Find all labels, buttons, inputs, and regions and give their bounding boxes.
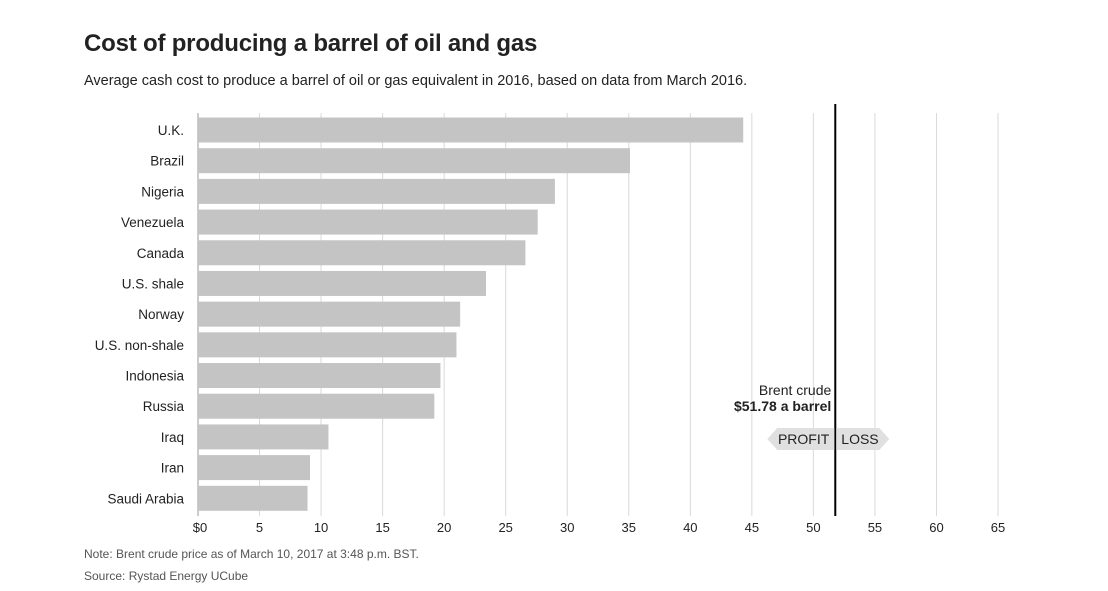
x-tick-label: 60 (929, 520, 943, 535)
profit-arrow-marker (767, 428, 835, 450)
profit-label: PROFIT (778, 431, 830, 447)
bar (198, 117, 744, 143)
bar (198, 363, 441, 389)
category-label: Canada (137, 246, 185, 261)
source-line: Source: Rystad Energy UCube (84, 569, 249, 583)
bar (198, 393, 435, 419)
category-label: U.S. non-shale (95, 338, 184, 353)
bar (198, 424, 329, 450)
x-tick-label: 35 (622, 520, 636, 535)
footnote: Note: Brent crude price as of March 10, … (84, 547, 419, 561)
loss-arrow-marker (836, 428, 890, 450)
x-tick-label: 55 (868, 520, 882, 535)
bar (198, 485, 308, 511)
x-tick-label: 25 (498, 520, 512, 535)
bar (198, 148, 630, 174)
bar (198, 332, 457, 358)
x-tick-label: 10 (314, 520, 328, 535)
x-tick-label: 5 (256, 520, 263, 535)
x-tick-label: 20 (437, 520, 451, 535)
x-tick-label: 30 (560, 520, 574, 535)
x-tick-label: 15 (375, 520, 389, 535)
chart-title: Cost of producing a barrel of oil and ga… (84, 30, 538, 57)
bar (198, 178, 555, 204)
x-tick-labels: $0 5 10 15 20 25 30 35 40 45 50 55 60 65 (193, 520, 1005, 535)
bar (198, 455, 310, 481)
bar (198, 209, 538, 235)
category-labels: U.K. Brazil Nigeria Venezuela Canada U.S. sha… (95, 123, 185, 506)
loss-label: LOSS (841, 431, 878, 447)
category-label: Russia (143, 399, 185, 414)
category-label: Brazil (150, 154, 184, 169)
category-label: Saudi Arabia (107, 491, 184, 506)
x-tick-label: 50 (806, 520, 820, 535)
x-tick-label: 65 (991, 520, 1005, 535)
category-label: U.K. (158, 123, 184, 138)
x-tick-label: 45 (745, 520, 759, 535)
x-tick-label: $0 (193, 520, 207, 535)
reference-line-group: Brent crude $51.78 a barrel PROFIT LOSS (734, 104, 890, 516)
category-label: Norway (138, 307, 184, 322)
bars (198, 117, 744, 511)
category-label: Nigeria (141, 184, 184, 199)
x-tick-label: 40 (683, 520, 697, 535)
bar (198, 240, 526, 266)
bar (198, 270, 486, 296)
brent-crude-label: Brent crude (759, 382, 832, 398)
bar (198, 301, 461, 327)
brent-crude-price-label: $51.78 a barrel (734, 398, 831, 414)
category-label: U.S. shale (122, 276, 184, 291)
chart-subtitle: Average cash cost to produce a barrel of… (84, 73, 748, 89)
category-label: Iran (161, 461, 184, 476)
category-label: Venezuela (121, 215, 185, 230)
category-label: Indonesia (125, 369, 184, 384)
category-label: Iraq (161, 430, 184, 445)
